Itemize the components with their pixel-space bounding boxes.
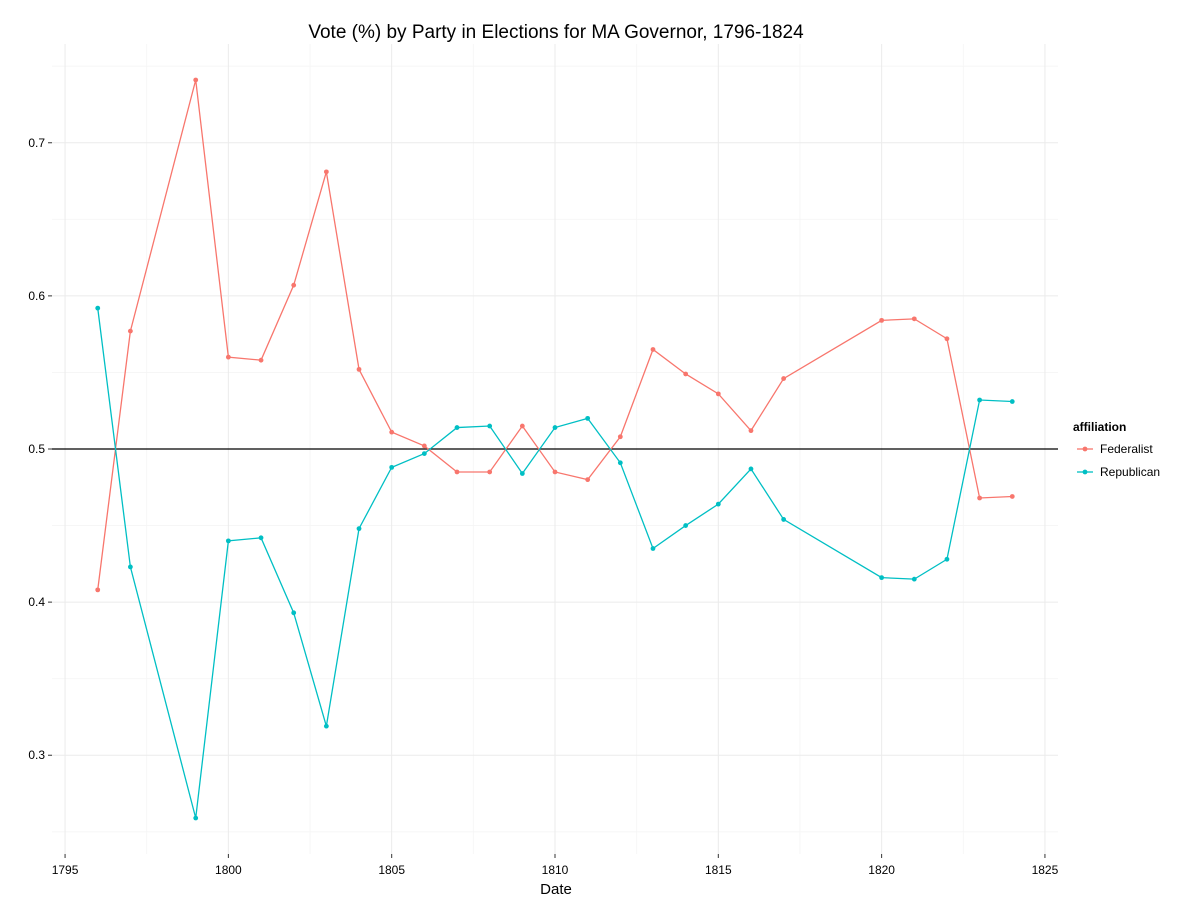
data-point-federalist bbox=[683, 371, 689, 377]
data-point-federalist bbox=[421, 443, 427, 449]
data-point-republican bbox=[977, 397, 983, 403]
x-tick-label: 1795 bbox=[52, 863, 79, 877]
x-axis-title: Date bbox=[540, 881, 572, 898]
data-point-federalist bbox=[944, 336, 950, 342]
data-point-federalist bbox=[585, 477, 591, 483]
data-point-republican bbox=[617, 460, 623, 466]
data-point-republican bbox=[454, 425, 460, 430]
series-layer bbox=[95, 77, 1015, 821]
data-point-federalist bbox=[487, 469, 493, 475]
data-point-republican bbox=[781, 517, 787, 522]
data-point-federalist bbox=[291, 282, 297, 288]
data-point-federalist bbox=[552, 469, 558, 475]
y-tick-label: 0.7 bbox=[28, 136, 45, 150]
data-point-republican bbox=[291, 610, 297, 616]
data-point-federalist bbox=[389, 429, 395, 435]
legend-key-point bbox=[1082, 446, 1088, 452]
data-point-federalist bbox=[454, 469, 460, 475]
data-point-federalist bbox=[977, 495, 983, 501]
data-point-federalist bbox=[323, 169, 329, 175]
data-point-republican bbox=[258, 535, 264, 541]
data-point-republican bbox=[585, 415, 591, 421]
x-tick-label: 1825 bbox=[1032, 863, 1059, 877]
data-point-republican bbox=[715, 501, 721, 507]
x-tick-label: 1820 bbox=[868, 863, 895, 877]
data-point-federalist bbox=[258, 357, 264, 363]
data-point-federalist bbox=[95, 587, 101, 593]
data-point-republican bbox=[193, 815, 199, 821]
data-point-federalist bbox=[781, 376, 787, 381]
data-point-republican bbox=[944, 556, 950, 562]
series-line-republican bbox=[97, 308, 1013, 819]
series-line-federalist bbox=[97, 79, 1013, 590]
x-tick-label: 1805 bbox=[378, 863, 405, 877]
plot-panel bbox=[52, 44, 1058, 854]
y-tick-label: 0.6 bbox=[28, 289, 45, 303]
data-point-federalist bbox=[911, 316, 917, 322]
data-point-republican bbox=[911, 576, 917, 582]
data-point-republican bbox=[683, 523, 689, 528]
chart-title: Vote (%) by Party in Elections for MA Go… bbox=[308, 22, 804, 43]
data-point-republican bbox=[127, 564, 133, 570]
data-point-republican bbox=[225, 538, 231, 544]
data-point-republican bbox=[487, 423, 493, 429]
data-point-federalist bbox=[193, 77, 199, 83]
x-tick-label: 1815 bbox=[705, 863, 732, 877]
data-point-federalist bbox=[519, 423, 525, 429]
legend: affiliation Federalist Republican bbox=[1073, 420, 1160, 479]
data-point-republican bbox=[323, 723, 329, 729]
data-point-federalist bbox=[748, 428, 754, 434]
x-tick-label: 1800 bbox=[215, 863, 242, 877]
series-republican bbox=[95, 305, 1015, 821]
legend-item-republican: Republican bbox=[1077, 465, 1160, 479]
legend-item-federalist: Federalist bbox=[1077, 442, 1153, 456]
y-axis: 0.3 0.4 0.5 0.6 0.7 bbox=[28, 136, 52, 762]
data-point-republican bbox=[1009, 399, 1015, 404]
data-point-federalist bbox=[650, 347, 656, 352]
y-tick-label: 0.4 bbox=[28, 595, 45, 609]
data-point-republican bbox=[421, 451, 427, 456]
y-tick-label: 0.3 bbox=[28, 748, 45, 762]
legend-label: Republican bbox=[1100, 465, 1160, 479]
data-point-republican bbox=[552, 425, 558, 430]
legend-key-point bbox=[1082, 469, 1088, 475]
x-axis: 1795 1800 1805 1810 1815 1820 1825 bbox=[52, 854, 1059, 877]
data-point-federalist bbox=[127, 328, 133, 334]
data-point-federalist bbox=[617, 434, 623, 440]
data-point-federalist bbox=[715, 391, 721, 397]
data-point-federalist bbox=[225, 354, 231, 360]
data-point-republican bbox=[650, 546, 656, 551]
data-point-federalist bbox=[356, 366, 362, 372]
data-point-republican bbox=[519, 471, 525, 476]
data-point-republican bbox=[879, 575, 885, 581]
data-point-republican bbox=[748, 466, 754, 472]
legend-title: affiliation bbox=[1073, 420, 1126, 434]
series-federalist bbox=[95, 77, 1015, 593]
data-point-republican bbox=[356, 526, 362, 532]
x-tick-label: 1810 bbox=[542, 863, 569, 877]
legend-label: Federalist bbox=[1100, 442, 1153, 456]
data-point-republican bbox=[389, 464, 395, 470]
data-point-federalist bbox=[1009, 494, 1015, 499]
data-point-federalist bbox=[879, 317, 885, 323]
y-tick-label: 0.5 bbox=[28, 442, 45, 456]
data-point-republican bbox=[95, 305, 101, 311]
